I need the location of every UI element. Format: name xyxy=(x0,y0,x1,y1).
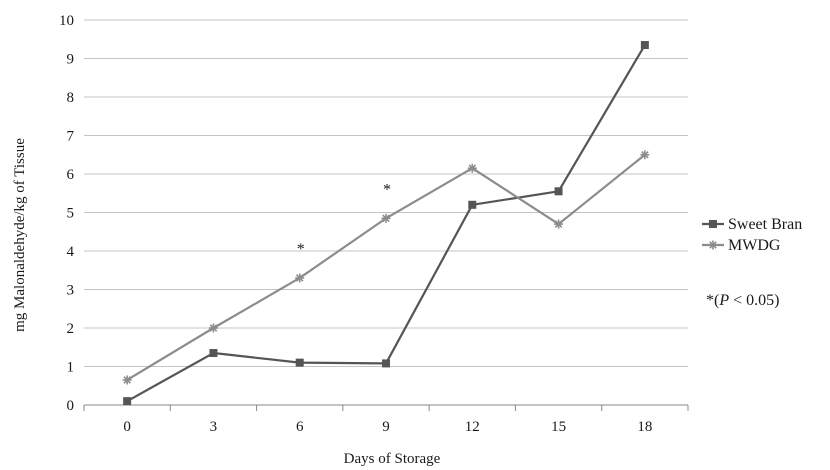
data-point-sweet-bran xyxy=(382,359,390,368)
data-point-sweet-bran xyxy=(295,358,304,367)
data-point-mwdg xyxy=(122,375,132,385)
data-point-sweet-bran xyxy=(123,397,132,406)
x-tick-label: 18 xyxy=(637,419,652,435)
significance-markers: ** xyxy=(297,181,391,258)
x-axis-ticks: 0 3 6 9 12 15 18 xyxy=(83,405,689,435)
data-point-mwdg xyxy=(640,150,650,160)
y-tick-label: 0 xyxy=(67,398,75,414)
data-point-sweet-bran xyxy=(468,200,477,209)
x-tick-label: 9 xyxy=(382,419,390,435)
gridlines xyxy=(84,19,688,406)
x-tick-label: 6 xyxy=(296,419,304,435)
x-axis-title: Days of Storage xyxy=(344,451,441,467)
y-tick-label: 8 xyxy=(67,90,75,106)
y-tick-label: 7 xyxy=(67,129,75,145)
y-tick-label: 4 xyxy=(67,244,75,260)
data-point-sweet-bran xyxy=(554,187,563,196)
y-tick-label: 3 xyxy=(67,283,75,299)
y-tick-label: 9 xyxy=(67,52,75,68)
legend-swatch-marker xyxy=(709,220,717,228)
y-tick-label: 5 xyxy=(67,206,75,222)
note-prefix: *( xyxy=(706,292,719,309)
y-axis-title: mg Malonaldehyde/kg of Tissue xyxy=(12,138,28,332)
significance-note: *(P < 0.05) xyxy=(706,292,779,309)
data-point-sweet-bran xyxy=(209,349,218,358)
series-line-sweet-bran xyxy=(126,44,646,403)
significance-asterisk: * xyxy=(297,241,305,258)
y-tick-label: 10 xyxy=(59,13,74,29)
x-tick-label: 15 xyxy=(551,419,566,435)
significance-asterisk: * xyxy=(383,181,391,198)
legend-item-mwdg: MWDG xyxy=(702,237,781,254)
data-point-mwdg xyxy=(467,163,477,173)
legend: Sweet Bran MWDG xyxy=(702,216,802,254)
data-point-mwdg xyxy=(554,219,564,229)
legend-label: MWDG xyxy=(728,237,781,254)
y-axis-ticks: 0 1 2 3 4 5 6 7 8 9 10 xyxy=(59,13,75,414)
data-point-sweet-bran xyxy=(640,41,649,50)
series-layer xyxy=(122,41,650,406)
legend-label: Sweet Bran xyxy=(728,216,802,233)
legend-item-sweet-bran: Sweet Bran xyxy=(702,216,802,233)
note-suffix: < 0.05) xyxy=(729,292,779,309)
note-p-value: P xyxy=(718,292,729,309)
x-tick-label: 3 xyxy=(210,419,218,435)
y-tick-label: 2 xyxy=(67,321,75,337)
x-tick-label: 12 xyxy=(465,419,480,435)
data-point-mwdg xyxy=(381,213,391,223)
data-point-mwdg xyxy=(208,323,218,333)
y-tick-label: 1 xyxy=(67,360,75,376)
x-tick-label: 0 xyxy=(123,419,131,435)
y-tick-label: 6 xyxy=(67,167,75,183)
legend-swatch-marker xyxy=(708,240,718,250)
data-point-mwdg xyxy=(295,273,305,283)
